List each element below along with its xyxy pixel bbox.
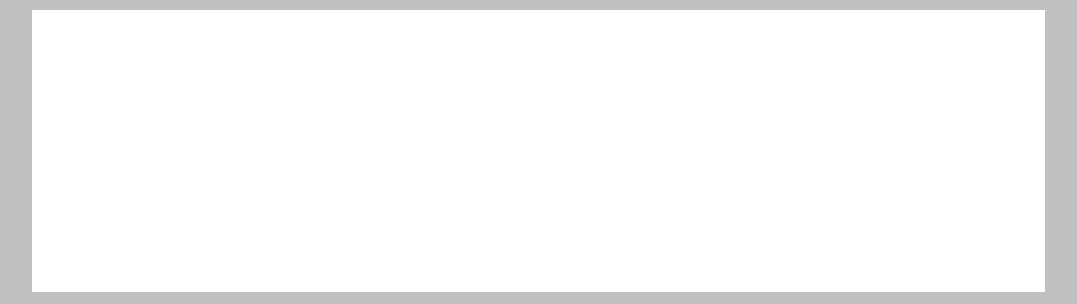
- Text: point B.: point B.: [127, 230, 205, 247]
- Text: Determine the vector that extends from point A to B in cylindrical form, based o: Determine the vector that extends from p…: [127, 208, 924, 225]
- Text: Convert the point B into spherical coordinates.: Convert the point B into spherical coord…: [127, 130, 587, 147]
- Text: point B.: point B.: [127, 269, 205, 286]
- Text: Determine the vector that extends from point A to B in spherical form, based on: Determine the vector that extends from p…: [127, 247, 911, 264]
- Text: e.: e.: [104, 247, 122, 264]
- Text: Given the cylindrical coordinates: A(5, 30°, 6) and B(7, 60°, −3): Given the cylindrical coordinates: A(5, …: [67, 47, 689, 64]
- Text: d.: d.: [104, 208, 123, 225]
- Text: a.: a.: [104, 91, 122, 108]
- Text: b.: b.: [104, 130, 123, 147]
- Text: Determine the vector that extends from point A to B in rectangular form.: Determine the vector that extends from p…: [127, 169, 843, 186]
- Text: Convert the point A into spherical coordinates.: Convert the point A into spherical coord…: [127, 91, 586, 108]
- Text: c.: c.: [104, 169, 121, 186]
